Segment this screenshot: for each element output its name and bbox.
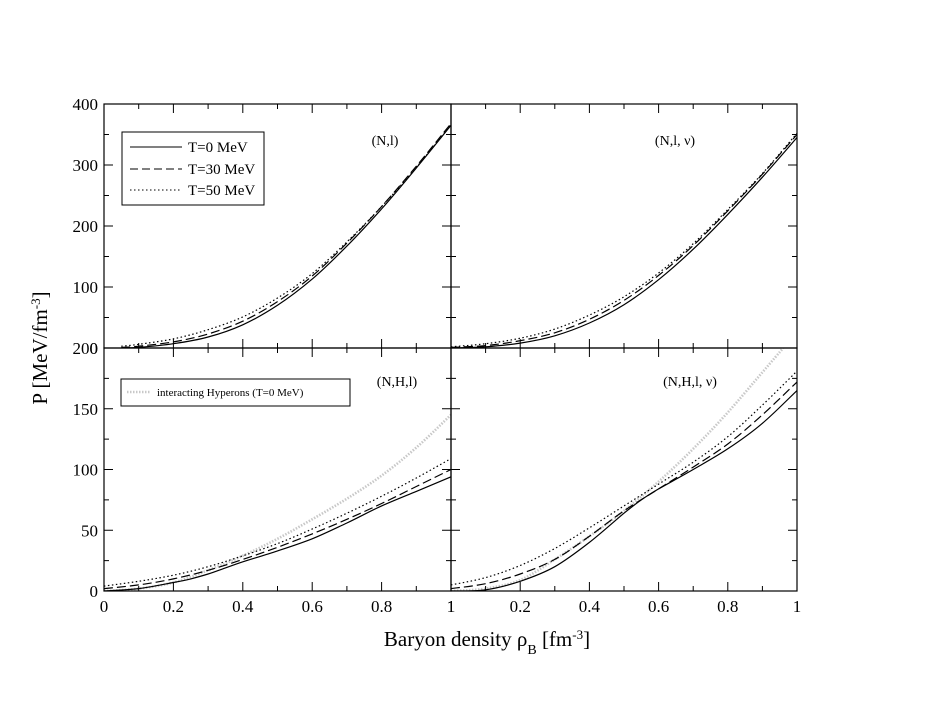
x-tick-label: 0.8: [371, 597, 392, 616]
series-line-solid: [104, 476, 451, 591]
y-tick-label: 0: [90, 582, 99, 601]
y-tick-label: 100: [73, 461, 99, 480]
legend-label: T=0 MeV: [188, 140, 248, 156]
x-tick-label: 0.6: [648, 597, 669, 616]
series-line-dashed: [104, 468, 451, 590]
series-line-gray-dotted: [451, 348, 785, 591]
legend-entry: T=50 MeV: [130, 183, 255, 199]
series-line-solid: [121, 124, 451, 348]
legend-entry: T=30 MeV: [130, 162, 255, 178]
series-line-dotted: [451, 370, 797, 586]
x-tick-label: 1: [447, 597, 456, 616]
legend-hyperons: interacting Hyperons (T=0 MeV): [120, 378, 351, 407]
series-line-gray-dotted: [104, 413, 451, 591]
x-tick-label: 0.4: [232, 597, 254, 616]
y-tick-label: 100: [73, 278, 99, 297]
legend-temperature: T=0 MeV T=30 MeV T=50 MeV: [121, 131, 265, 206]
x-tick-label: 0.8: [717, 597, 738, 616]
panel-frame: [450, 103, 798, 349]
x-tick-label: 0: [100, 597, 109, 616]
y-tick-label: 150: [73, 400, 99, 419]
panel-bottom-right: (N,H,l, ν) 1 0.2 0.4 0.6 0.8 1: [447, 347, 802, 616]
series-line-dashed: [121, 123, 451, 348]
legend-label: T=30 MeV: [188, 162, 255, 178]
y-tick-label: 400: [73, 95, 99, 114]
x-tick-label: 1: [793, 597, 802, 616]
y-tick-label: 300: [73, 156, 99, 175]
panel-top-left: (N,l) 0 100 200 300 400: [73, 95, 452, 358]
panel-frame: [450, 347, 798, 592]
panel-label: (N,H,l): [377, 375, 418, 390]
series-line-solid: [451, 390, 797, 591]
legend-label: interacting Hyperons (T=0 MeV): [157, 387, 304, 399]
series-line-dashed: [451, 134, 797, 348]
x-tick-label: 0.2: [510, 597, 531, 616]
x-tick-label: 0.4: [579, 597, 601, 616]
series-line-solid: [451, 137, 797, 348]
y-tick-label: 200: [73, 217, 99, 236]
series-line-dotted: [121, 124, 451, 347]
series-line-dotted: [104, 458, 451, 587]
legend-entry: T=0 MeV: [130, 140, 248, 156]
y-tick-label: 0: [90, 339, 99, 358]
x-axis-label: Baryon density ρB [fm-3]: [384, 627, 590, 658]
x-tick-label: 0.2: [163, 597, 184, 616]
panel-label: (N,H,l, ν): [663, 375, 717, 390]
series-line-dashed: [451, 381, 797, 590]
panel-top-right: (N,l, ν): [450, 103, 798, 349]
panel-label: (N,l, ν): [655, 134, 695, 149]
legend-label: T=50 MeV: [188, 183, 255, 199]
panel-label: (N,l): [372, 134, 399, 149]
y-tick-label: 200: [73, 339, 99, 358]
series-line-dotted: [451, 132, 797, 348]
y-tick-label: 50: [81, 521, 98, 540]
y-axis-label: P [MeV/fm-3]: [28, 291, 53, 404]
x-tick-label: 0.6: [302, 597, 323, 616]
x-tick-label: 1: [447, 597, 456, 616]
